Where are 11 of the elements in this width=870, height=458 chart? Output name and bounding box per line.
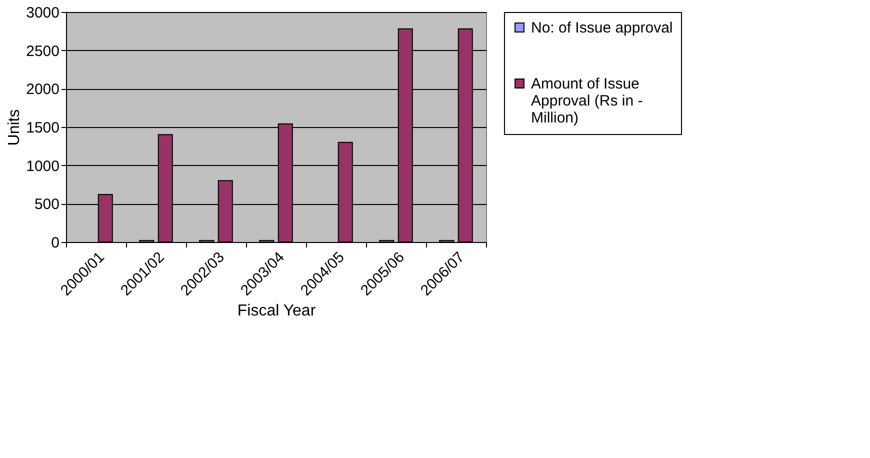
y-tick-label: 500 — [34, 196, 60, 214]
y-tick-label: 1000 — [26, 158, 60, 175]
y-tick-label: 3000 — [26, 4, 60, 22]
y-tick-label: 0 — [51, 234, 60, 252]
legend-label: Amount of Issue Approval (Rs in - Million) — [531, 76, 643, 126]
y-tick-label: 1500 — [26, 120, 60, 136]
x-axis-title: Fiscal Year — [237, 302, 316, 320]
y-tick-label: 2000 — [26, 81, 60, 98]
y-axis-title: Units — [6, 109, 24, 146]
legend-label: No: of Issue approval — [531, 20, 673, 36]
y-tick-label: 2500 — [26, 42, 60, 60]
